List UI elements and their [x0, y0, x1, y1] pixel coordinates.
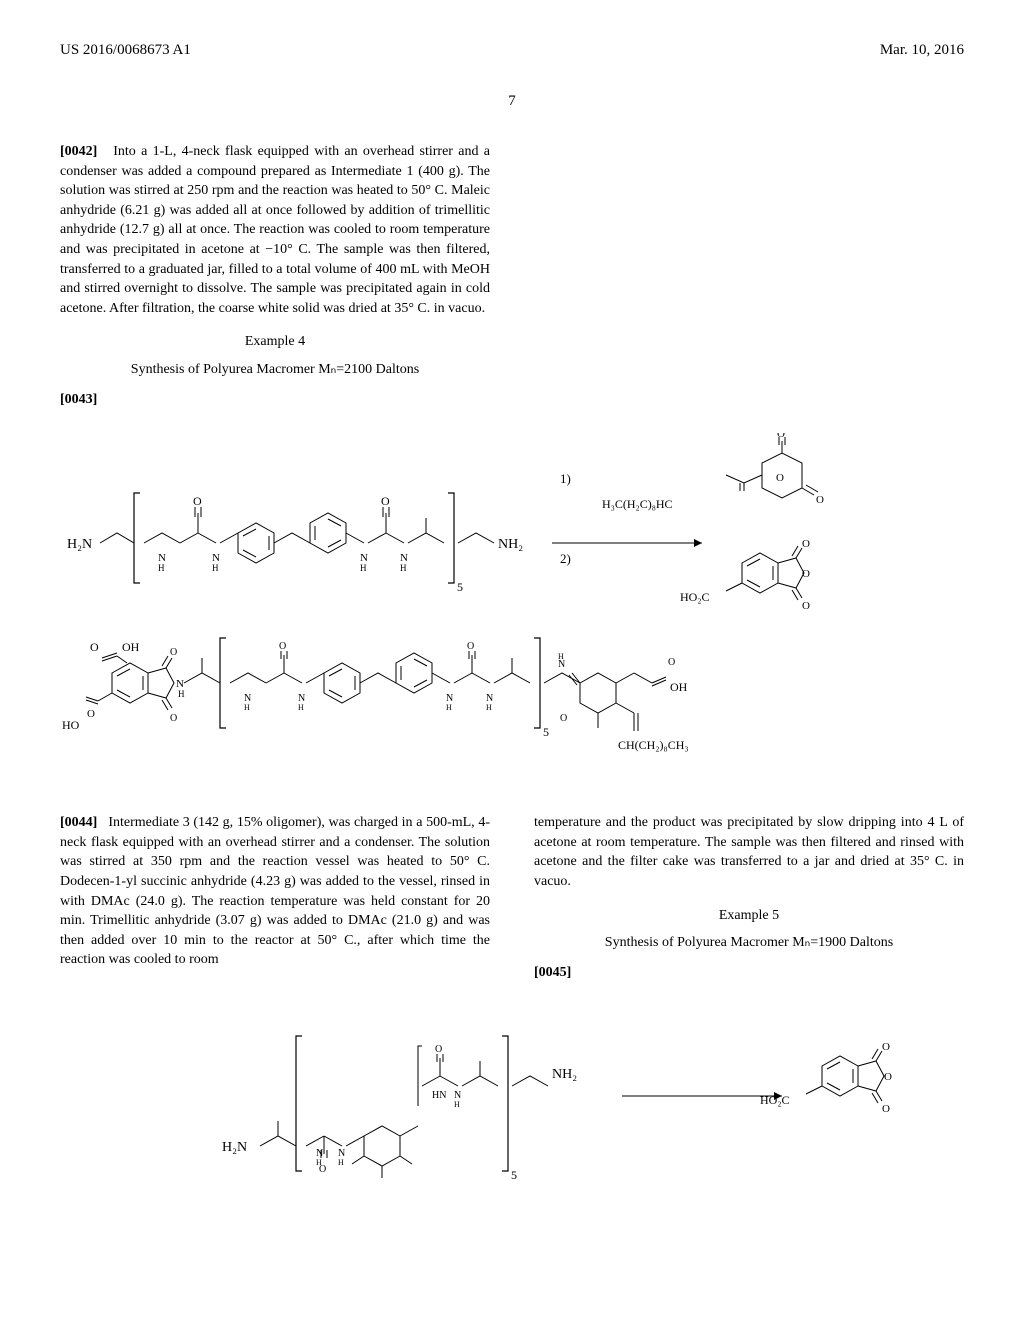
- svg-text:O: O: [777, 433, 785, 440]
- svg-text:O: O: [802, 568, 810, 580]
- para-0044-right: temperature and the product was precipit…: [534, 813, 964, 891]
- para-num-0045: [0045]: [534, 965, 571, 980]
- svg-text:O: O: [381, 494, 390, 508]
- para-num-0044: [0044]: [60, 815, 97, 830]
- scheme4-repeat-n: 5: [457, 580, 463, 594]
- scheme5: H₂N N H O N H HN O N H 5: [60, 1006, 964, 1186]
- scheme5-reagent-sub: HO₂C: [760, 1093, 790, 1107]
- para-0044-text-right: temperature and the product was precipit…: [534, 815, 964, 889]
- scheme4-reagent2-label: 2): [560, 551, 571, 566]
- svg-text:O: O: [170, 713, 177, 724]
- svg-text:H: H: [158, 563, 165, 573]
- svg-text:O: O: [87, 708, 95, 720]
- scheme4-nh2-label: NH₂: [498, 537, 523, 552]
- scheme4-product-ho-bot: HO: [62, 718, 80, 732]
- publication-number: US 2016/0068673 A1: [60, 40, 191, 61]
- svg-text:O: O: [467, 641, 474, 652]
- svg-text:O: O: [776, 472, 784, 484]
- para-0042: [0042] Into a 1-L, 4-neck flask equipped…: [60, 142, 490, 318]
- publication-date: Mar. 10, 2016: [880, 40, 964, 61]
- scheme4: H₂N N H O N H N H O N H: [60, 433, 964, 793]
- svg-text:H: H: [454, 1100, 460, 1109]
- svg-text:H: H: [486, 703, 492, 712]
- scheme4-reagent2-sub: HO₂C: [680, 590, 710, 604]
- example5-heading: Example 5: [534, 906, 964, 926]
- svg-text:O: O: [560, 713, 567, 724]
- svg-text:H: H: [178, 689, 185, 699]
- scheme4-reagent1-sub: H₃C(H₂C)₈HC: [602, 497, 673, 511]
- svg-text:O: O: [90, 640, 99, 654]
- svg-text:O: O: [668, 657, 675, 668]
- example4-heading: Example 4: [60, 332, 490, 352]
- scheme4-product-oh-top: OH: [122, 640, 140, 654]
- svg-text:H: H: [558, 652, 564, 661]
- para-num-0042: [0042]: [60, 144, 97, 159]
- svg-text:H: H: [212, 563, 219, 573]
- svg-text:O: O: [435, 1044, 442, 1055]
- svg-text:H: H: [400, 563, 407, 573]
- svg-text:O: O: [882, 1103, 890, 1115]
- svg-text:H: H: [244, 703, 250, 712]
- svg-text:H: H: [360, 563, 367, 573]
- svg-text:O: O: [802, 600, 810, 612]
- scheme4-h2n-label: H₂N: [67, 537, 92, 552]
- para-num-0043: [0043]: [60, 392, 97, 407]
- svg-text:H: H: [298, 703, 304, 712]
- svg-text:O: O: [279, 641, 286, 652]
- svg-text:H: H: [446, 703, 452, 712]
- svg-text:O: O: [882, 1041, 890, 1053]
- svg-text:5: 5: [543, 725, 549, 739]
- para-0044-text-left: Intermediate 3 (142 g, 15% oligomer), wa…: [60, 815, 490, 967]
- svg-text:O: O: [319, 1164, 326, 1175]
- scheme4-product-oh-right: OH: [670, 680, 688, 694]
- para-0044-left: [0044] Intermediate 3 (142 g, 15% oligom…: [60, 813, 490, 970]
- svg-text:HN: HN: [432, 1090, 446, 1101]
- svg-text:O: O: [802, 538, 810, 550]
- para-0045: [0045]: [534, 963, 964, 983]
- svg-text:O: O: [884, 1071, 892, 1083]
- para-0043: [0043]: [60, 390, 490, 410]
- example5-title: Synthesis of Polyurea Macromer Mₙ=1900 D…: [534, 933, 964, 953]
- scheme4-reagent1-label: 1): [560, 471, 571, 486]
- svg-text:O: O: [170, 647, 177, 658]
- scheme4-product-tail: CH(CH₂)₈CH₃: [618, 738, 689, 752]
- scheme5-h2n-label: H₂N: [222, 1140, 247, 1155]
- example4-title: Synthesis of Polyurea Macromer Mₙ=2100 D…: [60, 360, 490, 380]
- svg-text:O: O: [816, 494, 824, 506]
- scheme5-repeat-n: 5: [511, 1168, 517, 1182]
- svg-text:O: O: [193, 494, 202, 508]
- scheme5-nh2-label: NH₂: [552, 1067, 577, 1082]
- page-header: US 2016/0068673 A1 Mar. 10, 2016: [60, 40, 964, 61]
- svg-text:H: H: [338, 1158, 344, 1167]
- page-number: 7: [60, 91, 964, 112]
- para-0042-text: Into a 1-L, 4-neck flask equipped with a…: [60, 144, 490, 316]
